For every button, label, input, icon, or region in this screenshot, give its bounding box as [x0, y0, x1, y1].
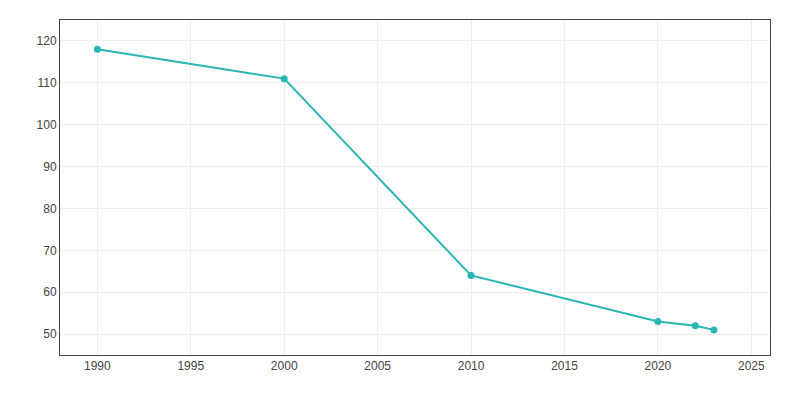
svg-text:60: 60 [43, 285, 57, 299]
svg-text:1995: 1995 [177, 359, 204, 373]
svg-text:80: 80 [43, 202, 57, 216]
svg-text:2005: 2005 [364, 359, 391, 373]
svg-text:90: 90 [43, 160, 57, 174]
svg-text:2020: 2020 [645, 359, 672, 373]
svg-text:100: 100 [37, 118, 57, 132]
svg-text:1990: 1990 [84, 359, 111, 373]
svg-text:2025: 2025 [738, 359, 765, 373]
svg-text:70: 70 [43, 244, 57, 258]
svg-text:50: 50 [43, 327, 57, 341]
svg-text:2015: 2015 [551, 359, 578, 373]
svg-text:2010: 2010 [458, 359, 485, 373]
svg-text:110: 110 [37, 76, 56, 90]
svg-text:2000: 2000 [271, 359, 298, 373]
svg-text:120: 120 [37, 34, 57, 48]
